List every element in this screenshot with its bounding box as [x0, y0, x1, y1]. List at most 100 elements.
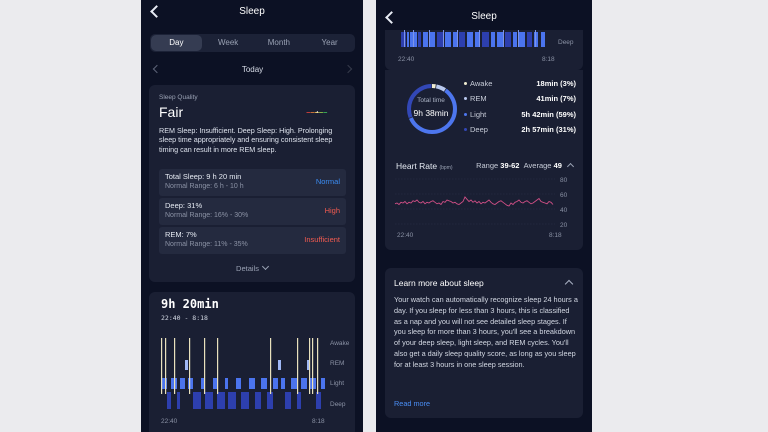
- right-phone-screen: Deep 22:40 8:18 Sleep Total time 9h 38mi…: [376, 0, 592, 432]
- stage-name: Light: [470, 110, 487, 119]
- hypnogram-segment: [418, 32, 421, 47]
- hypnogram-segment: [228, 392, 236, 409]
- hypnogram-segment: [217, 392, 225, 409]
- hypnogram-segment: [301, 378, 307, 389]
- hypnogram-segment: [491, 32, 495, 47]
- hypnogram-segment: [401, 32, 406, 47]
- stage-name: REM: [470, 94, 487, 103]
- hypnogram-segment: [261, 378, 267, 389]
- stage-label-deep: Deep: [558, 39, 574, 46]
- metric-range: Normal Range: 16% - 30%: [165, 212, 249, 219]
- header: Sleep: [141, 0, 363, 26]
- stage-row-light: Light 5h 42min (59%): [464, 110, 576, 120]
- stage-dot-light: [464, 113, 467, 116]
- hypnogram-segment: [445, 32, 451, 47]
- quality-marker-icon: [316, 111, 319, 113]
- metric-status: Insufficient: [304, 235, 340, 244]
- hypnogram-segment: [467, 32, 473, 47]
- chevron-up-icon[interactable]: [564, 279, 574, 289]
- hr-start-time: 22:40: [397, 232, 414, 239]
- hypnogram-segment: [453, 32, 457, 47]
- tab-year[interactable]: Year: [321, 38, 338, 47]
- stage-dot-awake: [464, 82, 467, 85]
- chevron-up-icon[interactable]: [566, 162, 575, 171]
- hypnogram-segment: [180, 378, 185, 389]
- stage-label-deep: Deep: [330, 401, 346, 408]
- awake-marker: [270, 338, 272, 394]
- awake-marker: [297, 338, 299, 394]
- hypnogram-segment: [193, 392, 201, 409]
- start-time-label: 22:40: [398, 56, 415, 63]
- sleep-quality-card: Sleep Quality Fair REM Sleep: Insufficie…: [149, 85, 355, 282]
- stage-value: 2h 57min (31%): [521, 125, 576, 134]
- hypnogram-segment: [273, 378, 278, 389]
- hypnogram-segment: [188, 378, 193, 389]
- hypnogram-segment: [281, 378, 285, 389]
- hypnogram-segment: [321, 378, 325, 389]
- metric-range: Normal Range: 11% - 35%: [165, 241, 248, 248]
- hypnogram-marker: [457, 26, 458, 47]
- hypnogram-segment: [167, 392, 171, 409]
- hypnogram-segment: [527, 32, 532, 47]
- quality-scale-segment: [310, 112, 315, 113]
- hr-end-time: 8:18: [549, 232, 562, 239]
- hr-tick-60: 60: [560, 192, 568, 199]
- stage-label-awake: Awake: [330, 340, 350, 347]
- chevron-down-icon: [261, 262, 270, 271]
- left-phone-screen: Sleep Day Week Month Year Today Sleep Qu…: [141, 0, 363, 432]
- metric-name: REM: 7%: [165, 230, 197, 239]
- quality-scale-icon: [306, 111, 328, 113]
- stage-dot-rem: [464, 97, 467, 100]
- stage-row-awake: Awake 18min (3%): [464, 79, 576, 89]
- hypnogram-segment: [291, 378, 297, 389]
- end-time-label: 8:18: [542, 56, 555, 63]
- stage-value: 41min (7%): [536, 94, 576, 103]
- quality-scale-segment: [319, 112, 323, 113]
- quality-scale-segment: [306, 112, 311, 113]
- hr-tick-80: 80: [560, 177, 568, 184]
- total-sleep-duration: 9h 20min: [161, 297, 219, 311]
- hypnogram-segment: [407, 32, 409, 47]
- hypnogram-marker: [503, 26, 504, 47]
- stage-ring-chart: [407, 84, 457, 134]
- sleep-stages-card: 9h 20min 22:40 - 8:18 Awake REM Light De…: [149, 292, 355, 432]
- quality-scale-segment: [314, 112, 319, 113]
- hypnogram-segment: [505, 32, 511, 47]
- awake-marker: [317, 338, 319, 394]
- hypnogram-segment: [267, 392, 273, 409]
- details-toggle[interactable]: Details: [149, 262, 355, 273]
- tab-day[interactable]: Day: [151, 35, 202, 51]
- awake-marker: [165, 338, 167, 394]
- tab-month[interactable]: Month: [267, 38, 290, 47]
- stage-label-rem: REM: [330, 360, 344, 367]
- stage-row-rem: REM 41min (7%): [464, 94, 576, 104]
- hypnogram-marker: [413, 26, 414, 47]
- sleep-hypnogram-partial: Deep 22:40 8:18: [398, 26, 574, 63]
- hypnogram-marker: [429, 26, 430, 47]
- heart-rate-chart: 80 60 40 20 22:40 8:18: [394, 177, 568, 239]
- metric-total-sleep: Total Sleep: 9 h 20 min Normal Range: 6 …: [159, 169, 346, 196]
- awake-marker: [217, 338, 219, 394]
- metric-name: Deep: 31%: [165, 201, 203, 210]
- hypnogram-segment: [161, 378, 167, 389]
- tab-week[interactable]: Week: [217, 38, 239, 47]
- hypnogram-segment: [285, 392, 291, 409]
- awake-marker: [174, 338, 176, 394]
- hr-tick-40: 40: [560, 207, 568, 214]
- sleep-quality-description: REM Sleep: Insufficient. Deep Sleep: Hig…: [159, 126, 333, 154]
- stage-name: Awake: [470, 79, 493, 88]
- hypnogram-segment: [185, 360, 188, 370]
- sleep-hypnogram: Awake REM Light Deep 22:40 8:18: [161, 338, 350, 425]
- sleep-quality-label: Sleep Quality: [159, 94, 198, 101]
- hypnogram-segment: [482, 32, 489, 47]
- stage-row-deep: Deep 2h 57min (31%): [464, 125, 576, 135]
- awake-marker: [161, 338, 163, 394]
- hr-tick-20: 20: [560, 222, 568, 229]
- hypnogram-segment: [278, 360, 281, 370]
- stage-name: Deep: [470, 125, 488, 134]
- header: Sleep: [376, 0, 592, 30]
- ring-total-value: 9h 38min: [413, 108, 449, 118]
- read-more-link[interactable]: Read more: [394, 399, 431, 408]
- page-title: Sleep: [239, 6, 265, 17]
- hypnogram-segment: [316, 392, 321, 409]
